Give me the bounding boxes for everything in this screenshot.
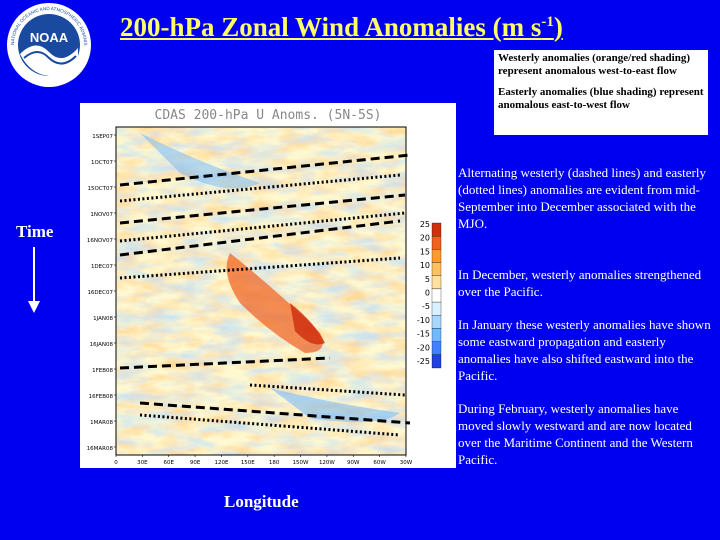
y-tick-label: 1SEP07 <box>92 134 113 140</box>
colorbar-swatch <box>431 288 442 303</box>
easterly-dotted-line <box>119 173 401 203</box>
time-arrow-icon <box>28 247 40 313</box>
noaa-logo: NOAA NATIONAL OCEANIC AND ATMOSPHERIC AD… <box>6 2 91 87</box>
colorbar-label: 25 <box>420 220 430 229</box>
y-tick-label: 1NOV07 <box>90 212 113 218</box>
colorbar-swatch <box>431 262 442 276</box>
note-december: In December, westerly anomalies strength… <box>458 267 702 299</box>
y-tick-label: 15OCT07 <box>87 186 113 192</box>
x-tick-label: 90W <box>347 460 360 466</box>
colorbar-label: 5 <box>425 275 430 284</box>
title-units-exponent: -1 <box>541 14 554 30</box>
colorbar-swatch <box>431 315 442 329</box>
title-close: ) <box>553 12 563 42</box>
hovmoller-svg: CDAS 200-hPa U Anoms. (5N-5S) 1SEP07 1OCT… <box>87 108 442 466</box>
westerly-max <box>290 303 325 345</box>
y-tick-label: 16FEB08 <box>89 394 114 400</box>
x-tick-label: 180 <box>269 460 280 466</box>
colorbar-label: 15 <box>420 247 430 256</box>
note-february: During February, westerly anomalies have… <box>458 401 693 467</box>
colorbar-label: -5 <box>422 302 430 311</box>
colorbar-swatch <box>431 222 442 237</box>
colorbar-label: 20 <box>420 234 430 243</box>
x-tick-label: 150W <box>293 460 309 466</box>
y-tick-label: 1OCT07 <box>91 160 114 166</box>
x-tick-label: 60E <box>163 460 174 466</box>
x-tick-label: 90E <box>190 460 201 466</box>
colorbar-swatch <box>431 354 442 369</box>
x-tick-label: 120E <box>214 460 228 466</box>
colorbar-label: 0 <box>425 289 430 298</box>
westerly-dashed-line <box>119 356 331 370</box>
legend-westerly: Westerly anomalies (orange/red shading) … <box>498 52 690 77</box>
longitude-axis-label: Longitude <box>224 492 299 511</box>
easterly-dotted-line <box>119 211 406 243</box>
colorbar-label: 10 <box>420 261 430 270</box>
westerly-dashed-line <box>139 401 411 425</box>
x-tick-label: 30W <box>400 460 413 466</box>
time-axis-label: Time <box>16 222 54 241</box>
legend-box: Westerly anomalies (orange/red shading) … <box>494 50 708 135</box>
x-tick-label: 120W <box>319 460 335 466</box>
x-tick-label: 60W <box>373 460 386 466</box>
y-tick-label: 1DEC07 <box>91 264 114 270</box>
colorbar-swatch <box>431 275 442 290</box>
plot-frame <box>115 126 407 456</box>
colorbar-label: -15 <box>417 330 430 339</box>
easterly-patch <box>140 133 260 189</box>
y-tick-label: 16DEC07 <box>87 290 113 296</box>
note-mjo: Alternating westerly (dashed lines) and … <box>458 165 706 231</box>
logo-wordmark: NOAA <box>30 30 69 45</box>
x-tick-label: 30E <box>137 460 148 466</box>
x-tick-label: 0 <box>114 460 118 466</box>
easterly-dotted-line <box>139 413 401 437</box>
colorbar-swatch <box>431 328 442 342</box>
x-tick-label: 150E <box>241 460 255 466</box>
y-tick-label: 1MAR08 <box>90 420 113 426</box>
title-text: 200-hPa Zonal Wind Anomalies (m s <box>120 12 542 42</box>
y-tick-label: 16MAR08 <box>87 446 114 452</box>
y-tick-label: 16NOV07 <box>87 238 114 244</box>
westerly-dashed-line <box>119 219 401 257</box>
hovmoller-plot: CDAS 200-hPa U Anoms. (5N-5S) 1SEP07 1OCT… <box>80 103 456 468</box>
colorbar-swatch <box>431 301 442 316</box>
westerly-dashed-line <box>119 153 411 187</box>
y-tick-label: 1FEB08 <box>92 368 113 374</box>
colorbar-swatch <box>431 341 442 355</box>
easterly-dotted-line <box>119 256 401 280</box>
y-tick-label: 1JAN08 <box>93 316 113 322</box>
colorbar-label: -10 <box>417 316 430 325</box>
westerly-dashed-line <box>119 193 406 225</box>
colorbar-label: -20 <box>417 343 430 352</box>
colorbar-label: -25 <box>417 357 430 366</box>
colorbar-swatch <box>431 249 442 263</box>
y-tick-label: 16JAN08 <box>90 342 114 348</box>
legend-easterly: Easterly anomalies (blue shading) repres… <box>498 86 704 111</box>
plot-title: CDAS 200-hPa U Anoms. (5N-5S) <box>155 108 382 123</box>
easterly-patch <box>270 388 400 422</box>
colorbar-swatch <box>431 236 442 250</box>
note-january: In January these westerly anomalies have… <box>458 317 711 383</box>
slide-title: 200-hPa Zonal Wind Anomalies (m s-1) <box>120 12 660 43</box>
easterly-dotted-line <box>249 383 406 397</box>
